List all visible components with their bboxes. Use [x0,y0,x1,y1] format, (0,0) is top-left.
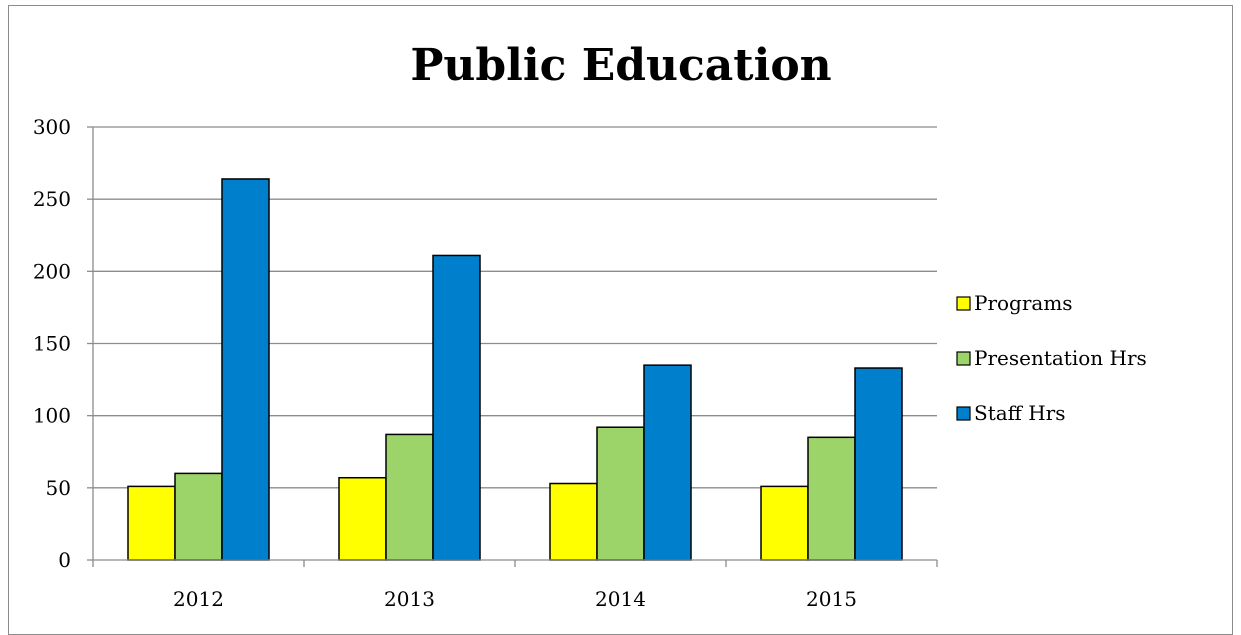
x-tick-label: 2012 [173,587,224,611]
x-axis: 2012 2013 2014 2015 [92,559,938,611]
x-tick-label: 2015 [806,587,857,611]
y-tick-label: 200 [33,259,71,283]
legend-label: Programs [974,291,1073,315]
y-tick-label: 300 [33,115,71,139]
y-tick-label: 50 [46,476,71,500]
bar [549,482,598,561]
chart-title: Public Education [410,40,831,91]
y-tick-label: 0 [58,548,71,572]
gridlines [93,126,937,489]
bar [127,485,176,561]
y-tick-label: 150 [33,332,71,356]
bar [760,485,809,561]
x-tick-label: 2013 [384,587,435,611]
bar [643,364,692,561]
legend-label: Staff Hrs [974,401,1066,425]
bar [596,426,645,561]
bars [127,178,903,561]
bar [807,436,856,561]
y-tick-label: 250 [33,187,71,211]
legend-label: Presentation Hrs [974,346,1147,370]
bar [338,476,387,561]
bar [385,433,434,561]
legend-swatch [956,406,971,421]
legend-swatch [956,351,971,366]
legend: Programs Presentation Hrs Staff Hrs [956,291,1147,425]
bar [221,178,270,561]
y-axis: 0 50 100 150 200 250 300 [33,115,94,572]
bar [174,472,223,561]
bar [854,367,903,561]
y-tick-label: 100 [33,404,71,428]
bar [432,254,481,561]
legend-swatch [956,296,971,311]
x-tick-label: 2014 [595,587,646,611]
